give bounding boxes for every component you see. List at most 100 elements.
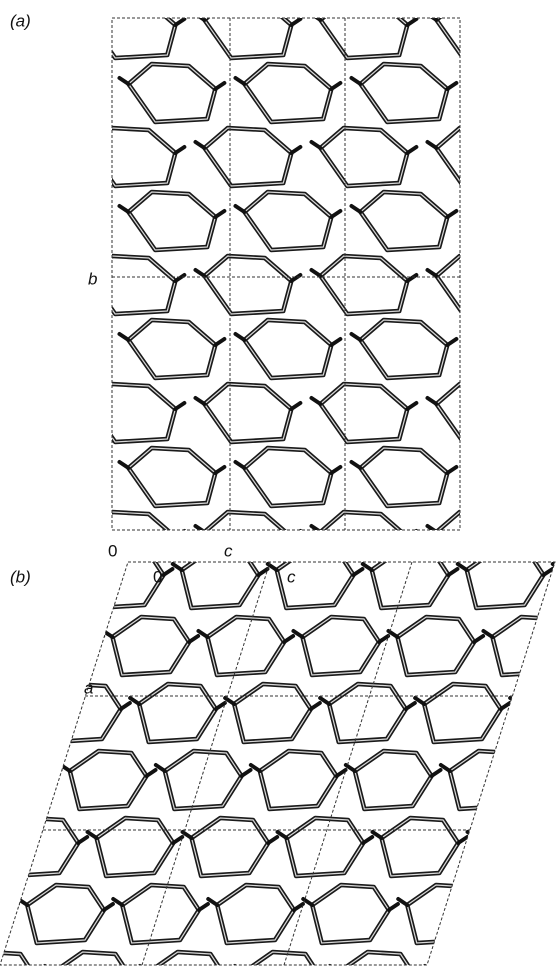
bond: [89, 384, 176, 442]
bond: [215, 83, 224, 89]
axis-label: c: [224, 541, 233, 560]
bond: [382, 818, 459, 876]
bond: [175, 531, 184, 537]
bond: [312, 270, 321, 276]
bond: [407, 403, 416, 409]
bond: [52, 770, 61, 776]
bond: [379, 636, 388, 642]
bond: [173, 837, 182, 843]
bond: [147, 770, 156, 776]
bond: [312, 14, 321, 20]
bond: [434, 952, 511, 970]
bond: [242, 770, 251, 776]
bond: [8, 631, 17, 637]
bond: [121, 703, 130, 709]
bond: [0, 885, 9, 943]
bond: [2, 818, 79, 876]
bond: [268, 837, 277, 843]
bond: [205, 384, 292, 442]
bond: [363, 837, 372, 843]
bond: [437, 0, 524, 58]
bond: [437, 384, 524, 442]
bond: [553, 837, 558, 843]
bond: [389, 904, 398, 910]
bond: [89, 128, 176, 186]
bond: [205, 256, 292, 314]
bond: [477, 192, 558, 250]
bond: [216, 703, 225, 709]
bond: [260, 751, 337, 809]
bond: [245, 448, 332, 506]
bond: [205, 0, 292, 58]
bond: [536, 765, 545, 771]
bond: [175, 147, 184, 153]
molecules-b: [0, 550, 558, 970]
bond: [432, 770, 441, 776]
bond: [523, 403, 532, 409]
bond: [372, 550, 449, 608]
bond: [352, 78, 361, 84]
bond: [54, 952, 131, 970]
bond: [437, 128, 524, 186]
bond: [78, 564, 87, 570]
bond: [89, 512, 176, 570]
bond: [112, 617, 189, 675]
bond: [519, 684, 558, 742]
bond: [545, 751, 558, 809]
bond: [361, 64, 448, 122]
bond: [182, 550, 259, 608]
bond: [163, 569, 172, 575]
bond: [291, 275, 300, 281]
bond: [215, 467, 224, 473]
bond: [205, 512, 292, 570]
bond: [129, 320, 216, 378]
bond: [9, 904, 18, 910]
bond: [175, 403, 184, 409]
bond: [89, 0, 176, 58]
bond: [428, 398, 437, 404]
bond: [437, 512, 524, 570]
bond: [447, 467, 456, 473]
bond: [407, 147, 416, 153]
bond: [329, 684, 406, 742]
bond: [0, 751, 52, 809]
bond: [468, 334, 477, 340]
bond: [450, 751, 527, 809]
bond: [236, 78, 245, 84]
bond: [321, 256, 408, 314]
bond: [543, 569, 552, 575]
bond: [372, 550, 449, 608]
axis-label: c: [287, 567, 296, 586]
bond: [291, 19, 300, 25]
bond: [523, 19, 532, 25]
bond: [89, 256, 176, 314]
bond: [545, 751, 558, 809]
axis-label: a: [84, 678, 93, 697]
bond: [0, 832, 2, 838]
bond: [87, 550, 164, 608]
bond: [302, 617, 379, 675]
bond: [192, 818, 269, 876]
bond: [428, 526, 437, 532]
bond: [89, 512, 176, 570]
bond: [294, 904, 303, 910]
bond: [129, 448, 216, 506]
bond: [245, 192, 332, 250]
bond: [236, 462, 245, 468]
bond: [477, 64, 558, 122]
bond: [236, 206, 245, 212]
bond: [468, 78, 477, 84]
bond: [523, 147, 532, 153]
bond: [68, 569, 77, 575]
bond: [217, 885, 294, 943]
bond: [331, 339, 340, 345]
bond: [407, 19, 416, 25]
bond: [428, 142, 437, 148]
bond: [468, 462, 477, 468]
bond: [477, 64, 558, 122]
bond: [467, 550, 544, 608]
bond: [196, 398, 205, 404]
bond: [80, 142, 89, 148]
bond: [291, 531, 300, 537]
bond: [477, 448, 558, 506]
